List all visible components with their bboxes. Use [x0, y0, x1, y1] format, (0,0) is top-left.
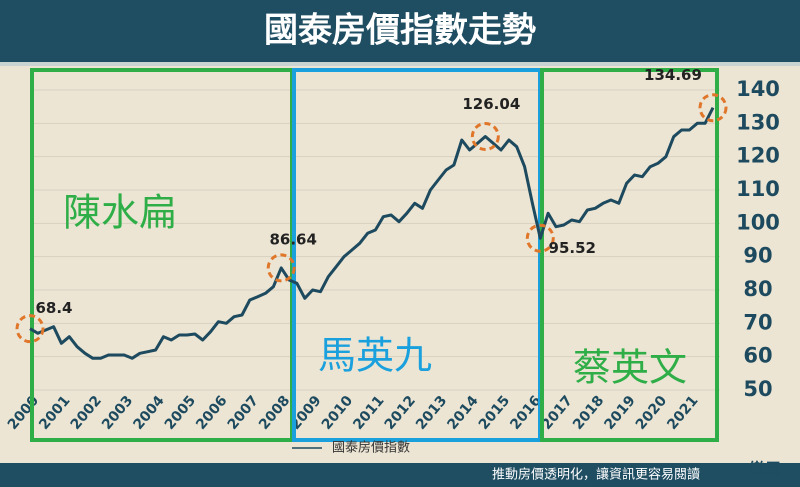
value-label: 134.69 — [644, 66, 702, 84]
banner-stripe — [0, 62, 800, 66]
highlight-circle — [698, 93, 728, 123]
y-tick-label: 130 — [736, 110, 780, 134]
highlight-circle — [470, 122, 500, 152]
legend-label: 國泰房價指數 — [332, 440, 410, 456]
y-tick-label: 120 — [736, 144, 780, 168]
y-tick-label: 70 — [743, 310, 772, 334]
value-label: 86.64 — [269, 230, 316, 248]
y-tick-label: 110 — [736, 177, 780, 201]
chart-title: 國泰房價指數走勢 — [264, 11, 536, 51]
y-tick-label: 80 — [743, 277, 772, 301]
y-tick-label: 50 — [743, 377, 772, 401]
y-tick-label: 60 — [743, 344, 772, 368]
highlight-circle — [525, 223, 555, 253]
y-tick-label: 140 — [736, 77, 780, 101]
data-line — [29, 107, 715, 360]
y-tick-label: 90 — [743, 244, 772, 268]
region-label: 蔡英文 — [573, 346, 687, 390]
region-box — [540, 68, 719, 442]
footer-bar — [0, 463, 800, 487]
value-label: 126.04 — [462, 95, 520, 113]
region-label: 陳水扁 — [63, 191, 177, 235]
footer-slogan: 推動房價透明化，讓資訊更容易閱讀 — [492, 467, 700, 483]
region-label: 馬英九 — [318, 334, 432, 378]
title-banner — [0, 0, 800, 62]
value-label: 68.4 — [35, 299, 72, 317]
value-label: 95.52 — [549, 239, 596, 257]
highlight-circle — [15, 314, 45, 344]
y-tick-label: 100 — [736, 210, 780, 234]
brand: 樂居 — [748, 460, 781, 479]
highlight-circle — [266, 253, 296, 283]
